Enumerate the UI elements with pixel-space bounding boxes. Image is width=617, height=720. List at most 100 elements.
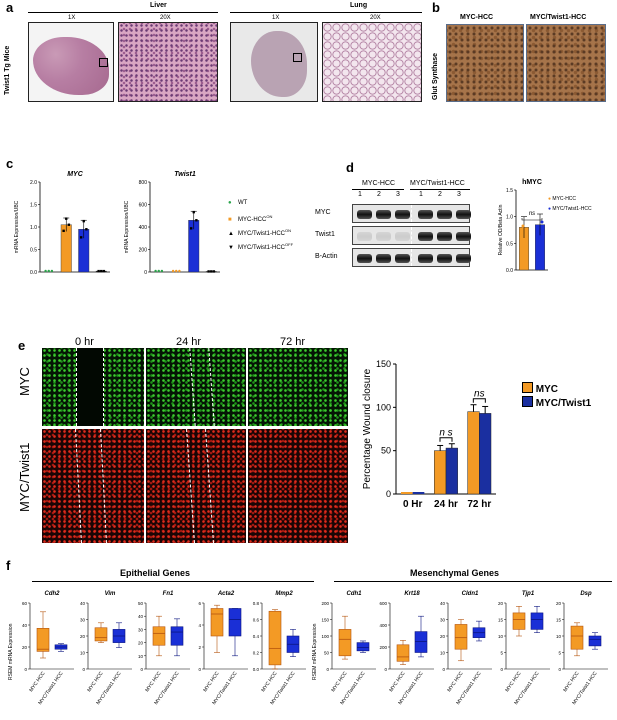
blot-row: MYC (315, 204, 475, 224)
lung-20x-image (322, 22, 422, 102)
y-tick-label: 50 (138, 601, 144, 606)
legend-label: MYC-HCC (238, 217, 267, 223)
panel-b-col2: MYC/Twist1-HCC (530, 14, 587, 21)
box (570, 625, 584, 650)
y-tick-label: 15 (498, 618, 504, 623)
legend-label: MYC-HCC (552, 196, 577, 202)
gene-title: Cdh1 (347, 591, 363, 597)
data-point (171, 269, 175, 273)
y-tick-label: 0 (558, 667, 561, 672)
box (414, 631, 428, 653)
blot-band (437, 210, 452, 219)
blot-lane-number: 1 (419, 191, 423, 198)
y-tick-label: 10 (138, 654, 144, 659)
box (36, 627, 50, 652)
box (94, 627, 108, 642)
y-tick-label: 0.0 (30, 270, 37, 276)
wound-myc-72hr (248, 348, 348, 426)
y-tick-label: 20 (440, 634, 446, 639)
lung-20x: 20X (370, 15, 381, 21)
mesenchymal-title: Mesenchymal Genes (410, 568, 500, 578)
data-point (82, 219, 85, 223)
blot-lane-number: 1 (358, 191, 362, 198)
legend-swatch-icon (522, 396, 533, 407)
legend-item: ● WT (228, 200, 338, 214)
panel-b-label: b (432, 0, 440, 15)
blot-lane-number: 2 (377, 191, 381, 198)
legend-superscript: ON (285, 228, 292, 233)
box (396, 644, 410, 662)
data-point (210, 270, 213, 273)
data-point (157, 269, 160, 273)
x-tick-label: 0 Hr (403, 499, 423, 510)
y-tick-label: 200 (139, 248, 148, 254)
data-point (195, 219, 198, 222)
y-tick-label: 100 (321, 634, 329, 639)
blot-band (376, 210, 391, 219)
y-tick-label: 150 (376, 359, 391, 369)
data-point (100, 269, 103, 273)
gene-title: Fn1 (163, 591, 174, 597)
y-tick-label: 0.6 (253, 618, 260, 623)
legend-label: WT (238, 200, 248, 206)
wound-myc-0hr (42, 348, 144, 426)
legend-label: MYC/Twist1-HCC (238, 231, 286, 237)
blot-group1: MYC-HCC (362, 180, 396, 187)
box (454, 624, 468, 650)
blot-strip (352, 248, 471, 267)
y-tick-label: 40 (138, 614, 144, 619)
ns-annotation: ns (474, 389, 485, 400)
time-24hr: 24 hr (176, 336, 202, 348)
panel-e-label: e (18, 338, 26, 353)
bar (479, 413, 492, 495)
liver-1x-image (28, 22, 114, 102)
panel-d-label: d (346, 160, 354, 175)
gene-title: Cdh2 (45, 591, 61, 597)
blot-group2: MYC/Twist1-HCC (410, 180, 465, 187)
y-tick-label: 15 (556, 618, 562, 623)
legend-superscript: OFF (285, 242, 294, 247)
y-axis-label: Percentage Wound closure (362, 368, 373, 489)
bar (445, 447, 458, 495)
box (170, 626, 184, 646)
panel-c-legend: ● WT ■ MYC-HCCON ▲ MYC/Twist1-HCCON ▼ MYC/Twist… (228, 200, 338, 256)
y-tick-label: 1.5 (506, 188, 513, 194)
data-point (175, 269, 178, 273)
y-tick-label: 50 (324, 651, 330, 656)
bar (434, 450, 447, 495)
bar (467, 411, 480, 495)
wound-twist-72hr (248, 429, 348, 543)
panel-c-charts: 0.0 0.5 1.0 1.5 2.0 MYC mRNA Expression/UBC 0 2… (14, 171, 220, 276)
blot-band (357, 210, 372, 219)
x-tick-label: MYC HCC (260, 670, 279, 693)
y-tick-label: 20 (22, 645, 28, 650)
chart-myc-mrna: 0.0 0.5 1.0 1.5 2.0 MYC mRNA Expression/UBC (14, 171, 110, 276)
y-tick-label: 100 (376, 402, 391, 412)
legend-marker-icon: ▼ (228, 245, 234, 251)
x-tick-label: 24 hr (434, 499, 458, 510)
blot-lane-number: 2 (438, 191, 442, 198)
ihc-twist-image (526, 24, 606, 102)
box (268, 610, 282, 666)
blot-lane-numbers: 1 2 3 1 2 3 (352, 191, 470, 201)
data-point (178, 269, 181, 273)
y-tick-label: 0 (140, 667, 143, 672)
y-tick-label: 600 (379, 601, 387, 606)
y-tick-label: 4 (198, 623, 201, 628)
y-tick-label: 200 (321, 601, 329, 606)
chart-hmyc-quant: 0.0 0.5 1.0 1.5 hMYC Relative OD/Beta Actin ns (498, 179, 548, 274)
lung-1x-image (230, 22, 318, 102)
y-tick-label: 0.5 (506, 241, 513, 247)
legend-label: MYC/Twist1-HCC (238, 245, 286, 251)
y-tick-label: 2.0 (30, 180, 37, 186)
panel-f-label: f (6, 558, 11, 573)
x-tick-label: MYC HCC (28, 670, 47, 693)
x-tick-label: MYC HCC (144, 670, 163, 693)
blot-band (437, 254, 452, 263)
y-tick-label: 0.5 (30, 248, 37, 254)
y-tick-label: 30 (138, 627, 144, 632)
ihc-myc-image (446, 24, 524, 102)
ns-annotation: n s (439, 428, 452, 439)
